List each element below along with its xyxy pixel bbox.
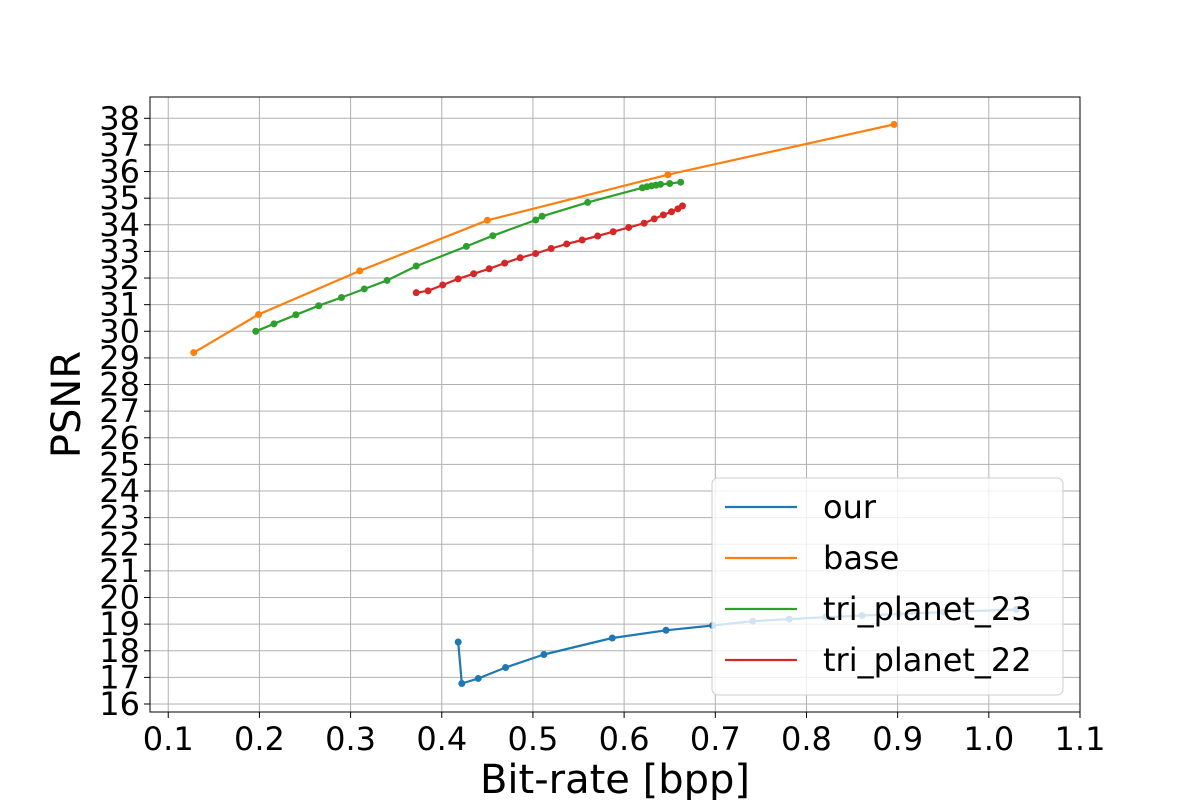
x-tick-label: 1.0 bbox=[963, 720, 1014, 758]
x-tick-label: 0.8 bbox=[781, 720, 832, 758]
y-tick-label: 26 bbox=[99, 419, 140, 457]
y-tick-label: 28 bbox=[99, 366, 140, 404]
x-tick-label: 0.4 bbox=[416, 720, 467, 758]
legend-label: base bbox=[823, 539, 899, 577]
data-point bbox=[360, 285, 368, 293]
y-tick-label: 21 bbox=[99, 552, 140, 590]
data-point bbox=[594, 232, 602, 240]
series-tri_planet_23 bbox=[252, 178, 685, 335]
legend-box bbox=[711, 477, 1064, 696]
x-tick-label: 0.5 bbox=[507, 720, 558, 758]
data-point bbox=[439, 281, 447, 289]
data-point bbox=[668, 208, 676, 216]
y-tick-label: 38 bbox=[99, 99, 140, 137]
data-point bbox=[678, 202, 686, 210]
legend-label: our bbox=[823, 488, 877, 526]
x-tick-label: 0.7 bbox=[690, 720, 741, 758]
data-point bbox=[489, 232, 497, 240]
data-point bbox=[516, 254, 524, 262]
data-point bbox=[547, 244, 555, 252]
data-point bbox=[664, 171, 672, 179]
y-tick-label: 25 bbox=[99, 445, 140, 483]
data-point bbox=[483, 216, 491, 224]
y-tick-label: 37 bbox=[99, 126, 140, 164]
data-point bbox=[609, 228, 617, 236]
data-point bbox=[470, 270, 478, 278]
data-point bbox=[540, 650, 548, 658]
data-point bbox=[252, 327, 260, 335]
data-point bbox=[454, 638, 462, 646]
legend: our base tri_planet_23 tri_planet_22 bbox=[711, 477, 1064, 696]
data-point bbox=[677, 178, 685, 186]
y-tick-label: 27 bbox=[99, 392, 140, 430]
y-tick-label: 18 bbox=[99, 632, 140, 670]
y-tick-label: 22 bbox=[99, 525, 140, 563]
data-point bbox=[462, 242, 470, 250]
y-tick-label: 36 bbox=[99, 153, 140, 191]
y-tick-label: 34 bbox=[99, 206, 140, 244]
x-tick-label: 0.2 bbox=[234, 720, 285, 758]
y-tick-label: 29 bbox=[99, 339, 140, 377]
data-point bbox=[337, 293, 345, 301]
data-point bbox=[608, 634, 616, 642]
data-point bbox=[625, 223, 633, 231]
data-point bbox=[657, 180, 665, 188]
data-point bbox=[270, 320, 278, 328]
data-point bbox=[458, 680, 466, 688]
data-point bbox=[292, 311, 300, 319]
data-point bbox=[563, 240, 571, 248]
x-tick-label: 0.1 bbox=[143, 720, 194, 758]
data-point bbox=[424, 287, 432, 295]
data-point bbox=[662, 626, 670, 634]
series-tri_planet_22 bbox=[412, 202, 686, 297]
data-point bbox=[356, 267, 364, 275]
series-line bbox=[193, 123, 895, 354]
x-tick-label: 0.6 bbox=[599, 720, 650, 758]
y-tick-label: 24 bbox=[99, 472, 140, 510]
data-point bbox=[454, 275, 462, 283]
series-base bbox=[190, 120, 898, 357]
y-tick-label: 35 bbox=[99, 179, 140, 217]
legend-label: tri_planet_23 bbox=[823, 590, 1032, 628]
data-point bbox=[578, 236, 586, 244]
data-point bbox=[485, 265, 493, 273]
data-point bbox=[474, 674, 482, 682]
x-tick-label: 0.3 bbox=[325, 720, 376, 758]
data-point bbox=[650, 215, 658, 223]
y-tick-label: 17 bbox=[99, 658, 140, 696]
x-tick-label: 0.9 bbox=[872, 720, 923, 758]
data-point bbox=[532, 216, 540, 224]
y-tick-label: 19 bbox=[99, 605, 140, 643]
data-point bbox=[412, 262, 420, 270]
data-point bbox=[659, 211, 667, 219]
y-tick-label: 30 bbox=[99, 312, 140, 350]
data-point bbox=[666, 180, 674, 188]
x-axis-title: Bit-rate [bpp] bbox=[480, 757, 750, 800]
data-point bbox=[532, 250, 540, 258]
y-tick-label: 16 bbox=[99, 685, 140, 723]
data-point bbox=[502, 664, 510, 672]
data-point bbox=[501, 259, 509, 267]
legend-label: tri_planet_22 bbox=[823, 641, 1032, 679]
data-point bbox=[584, 198, 592, 206]
y-axis-title: PSNR bbox=[44, 351, 90, 458]
data-point bbox=[640, 219, 648, 227]
axis-ticks: 0.1 0.2 0.3 0.4 0.5 0.6 0.7 0.8 0.9 1.0 1.1 1617181… bbox=[99, 99, 1105, 758]
data-point bbox=[315, 302, 323, 310]
data-point bbox=[890, 120, 898, 128]
y-tick-label: 23 bbox=[99, 499, 140, 537]
y-tick-label: 32 bbox=[99, 259, 140, 297]
data-point bbox=[255, 311, 262, 319]
data-point bbox=[383, 276, 391, 284]
data-point bbox=[190, 349, 198, 357]
y-tick-label: 33 bbox=[99, 232, 140, 270]
data-point bbox=[412, 289, 420, 297]
x-tick-label: 1.1 bbox=[1055, 720, 1106, 758]
y-tick-label: 20 bbox=[99, 579, 140, 617]
data-point bbox=[538, 212, 546, 220]
y-tick-label: 31 bbox=[99, 286, 140, 324]
plot-frame bbox=[149, 96, 1081, 713]
